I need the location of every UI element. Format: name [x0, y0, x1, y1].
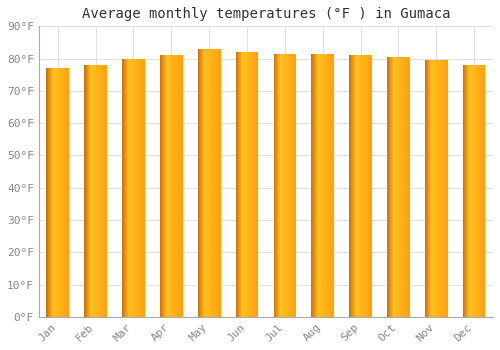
- Bar: [463, 65, 485, 317]
- Bar: [312, 54, 334, 317]
- Bar: [425, 60, 448, 317]
- Bar: [274, 54, 296, 317]
- Bar: [160, 55, 182, 317]
- Bar: [349, 55, 372, 317]
- Title: Average monthly temperatures (°F ) in Gumaca: Average monthly temperatures (°F ) in Gu…: [82, 7, 450, 21]
- Bar: [236, 52, 258, 317]
- Bar: [84, 65, 107, 317]
- Bar: [46, 68, 69, 317]
- Bar: [387, 57, 410, 317]
- Bar: [198, 49, 220, 317]
- Bar: [122, 58, 145, 317]
